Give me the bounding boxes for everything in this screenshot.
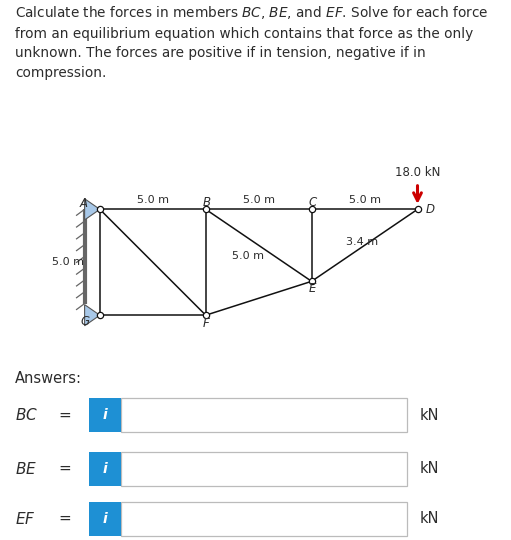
Text: kN: kN [420,461,439,476]
FancyBboxPatch shape [121,452,407,485]
Text: 5.0 m: 5.0 m [137,195,169,205]
Text: $\it{D}$: $\it{D}$ [425,203,435,216]
Text: =: = [59,511,72,526]
Text: 5.0 m: 5.0 m [52,257,84,267]
Text: Calculate the forces in members $\it{BC}$, $\it{BE}$, and $\it{EF}$. Solve for e: Calculate the forces in members $\it{BC}… [15,4,489,80]
Text: i: i [103,511,108,525]
FancyBboxPatch shape [121,502,407,536]
Text: i: i [103,408,108,422]
Text: $\it{C}$: $\it{C}$ [308,197,318,210]
Text: $\it{BC}$: $\it{BC}$ [15,407,38,423]
Text: $\it{EF}$: $\it{EF}$ [15,511,36,526]
Text: 5.0 m: 5.0 m [243,195,275,205]
Polygon shape [85,199,100,220]
Text: Answers:: Answers: [15,370,82,386]
Text: $\it{B}$: $\it{B}$ [202,197,212,210]
FancyBboxPatch shape [89,399,121,432]
Text: kN: kN [420,511,439,526]
FancyBboxPatch shape [89,502,121,536]
Polygon shape [85,305,100,326]
Text: kN: kN [420,408,439,423]
Text: i: i [103,462,108,476]
Text: $\it{BE}$: $\it{BE}$ [15,461,37,477]
Text: $\it{A}$: $\it{A}$ [79,197,89,210]
Text: $\it{E}$: $\it{E}$ [308,282,317,295]
Text: =: = [59,461,72,476]
FancyBboxPatch shape [89,452,121,485]
Text: $\it{F}$: $\it{F}$ [202,317,211,330]
Text: 3.4 m: 3.4 m [345,237,378,247]
Text: 5.0 m: 5.0 m [232,251,264,261]
Text: $\it{G}$: $\it{G}$ [80,315,90,328]
Text: 18.0 kN: 18.0 kN [395,166,440,179]
FancyBboxPatch shape [121,399,407,432]
Text: =: = [59,408,72,423]
Text: 5.0 m: 5.0 m [349,195,381,205]
